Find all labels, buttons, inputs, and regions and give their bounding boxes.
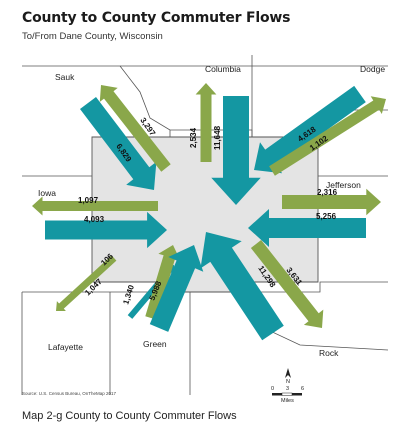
flow-label-columbia-out: 2,534	[189, 127, 198, 148]
flow-arrow-green-in	[149, 245, 204, 332]
flow-arrow-iowa-out	[32, 196, 158, 216]
county-label-rock: Rock	[319, 348, 339, 358]
flow-label-iowa-in: 4,093	[84, 215, 105, 224]
flow-arrow-rock-out	[250, 240, 324, 328]
county-label-dodge: Dodge	[360, 64, 385, 74]
flow-labels: 6,829 3,297 2,534 11,648 4,618 1,102 1,0…	[78, 116, 338, 306]
flow-label-jefferson-in: 5,256	[316, 212, 337, 221]
north-label: N	[286, 379, 290, 385]
flow-label-jefferson-out: 2,316	[317, 188, 338, 197]
flow-arrow-lafayette-out	[56, 255, 117, 311]
flow-arrow-green-out	[145, 245, 181, 320]
county-label-iowa: Iowa	[38, 188, 56, 198]
scale-unit: Miles	[281, 398, 294, 404]
county-labels: Sauk Columbia Dodge Iowa Jefferson Lafay…	[38, 64, 385, 358]
flow-arrows	[32, 83, 386, 341]
flow-arrow-iowa-in	[45, 211, 167, 249]
scale-tick-3: 3	[286, 386, 289, 392]
flow-label-iowa-out: 1,097	[78, 196, 99, 205]
county-label-columbia: Columbia	[205, 64, 241, 74]
flow-arrow-jefferson-out	[282, 188, 381, 216]
north-arrow-icon	[285, 368, 291, 378]
county-label-jefferson: Jefferson	[326, 180, 361, 190]
flow-arrow-sauk-in	[80, 97, 157, 190]
flow-arrow-columbia-out	[195, 83, 217, 162]
map-caption: Map 2-g County to County Commuter Flows	[22, 410, 237, 422]
flow-arrow-jefferson-in	[248, 209, 366, 247]
county-label-sauk: Sauk	[55, 72, 75, 82]
flow-arrow-columbia-in	[211, 96, 261, 205]
source-note: Source: U.S. Census Bureau, OnTheMap 201…	[22, 391, 117, 396]
flow-arrow-dodge-in	[254, 85, 366, 174]
scale-tick-0: 0	[271, 386, 274, 392]
flow-arrow-rock-in	[200, 232, 284, 341]
flow-label-columbia-in: 11,648	[213, 125, 222, 150]
map-title: County to County Commuter Flows	[22, 10, 291, 26]
flow-arrow-sauk-out	[99, 85, 171, 172]
scale-tick-6: 6	[301, 386, 304, 392]
scale-bar: N 0 3 6 Miles	[271, 368, 304, 404]
flow-arrow-dodge-out	[269, 96, 386, 176]
county-label-green: Green	[143, 339, 167, 349]
flow-label-green-out: 1,340	[121, 283, 136, 305]
county-label-lafayette: Lafayette	[48, 342, 83, 352]
map-subtitle: To/From Dane County, Wisconsin	[22, 31, 163, 42]
